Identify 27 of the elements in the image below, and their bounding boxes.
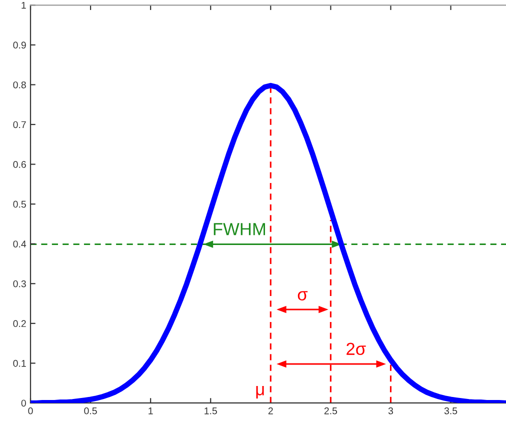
y-tick-label: 0.5 xyxy=(13,200,26,208)
y-tick-label: 0.8 xyxy=(13,81,26,88)
point xyxy=(376,360,386,368)
x-tick-label: 0 xyxy=(28,407,33,414)
y-tick-label: 0.9 xyxy=(13,42,26,49)
point xyxy=(276,360,286,368)
x-tick-label: 2.5 xyxy=(324,407,338,414)
y-tick-label: 0.4 xyxy=(13,240,26,248)
point xyxy=(276,306,286,314)
y-tick-label: 0 xyxy=(21,400,26,407)
series-label: μ xyxy=(256,386,264,399)
y-tick-label: 0.7 xyxy=(13,121,26,128)
y-tick-label: 1 xyxy=(22,2,26,9)
y-tick-label: 0.2 xyxy=(13,320,26,328)
series-label: 2σ xyxy=(346,342,366,356)
point xyxy=(318,306,328,314)
y-tick-label: 0.3 xyxy=(13,280,26,288)
x-tick-label: 0.5 xyxy=(84,407,97,414)
series-label: σ xyxy=(298,291,308,300)
x-tick-label: 3 xyxy=(388,407,394,414)
x-tick-label: 2 xyxy=(268,407,273,414)
y-tick-label: 0.1 xyxy=(13,360,26,367)
y-tick-label: 0.6 xyxy=(13,161,26,168)
x-tick-label: 1.5 xyxy=(204,408,217,414)
x-tick-label: 1 xyxy=(148,408,153,414)
x-tick-label: 3.5 xyxy=(444,407,458,414)
series-label: FWHM xyxy=(214,223,266,236)
